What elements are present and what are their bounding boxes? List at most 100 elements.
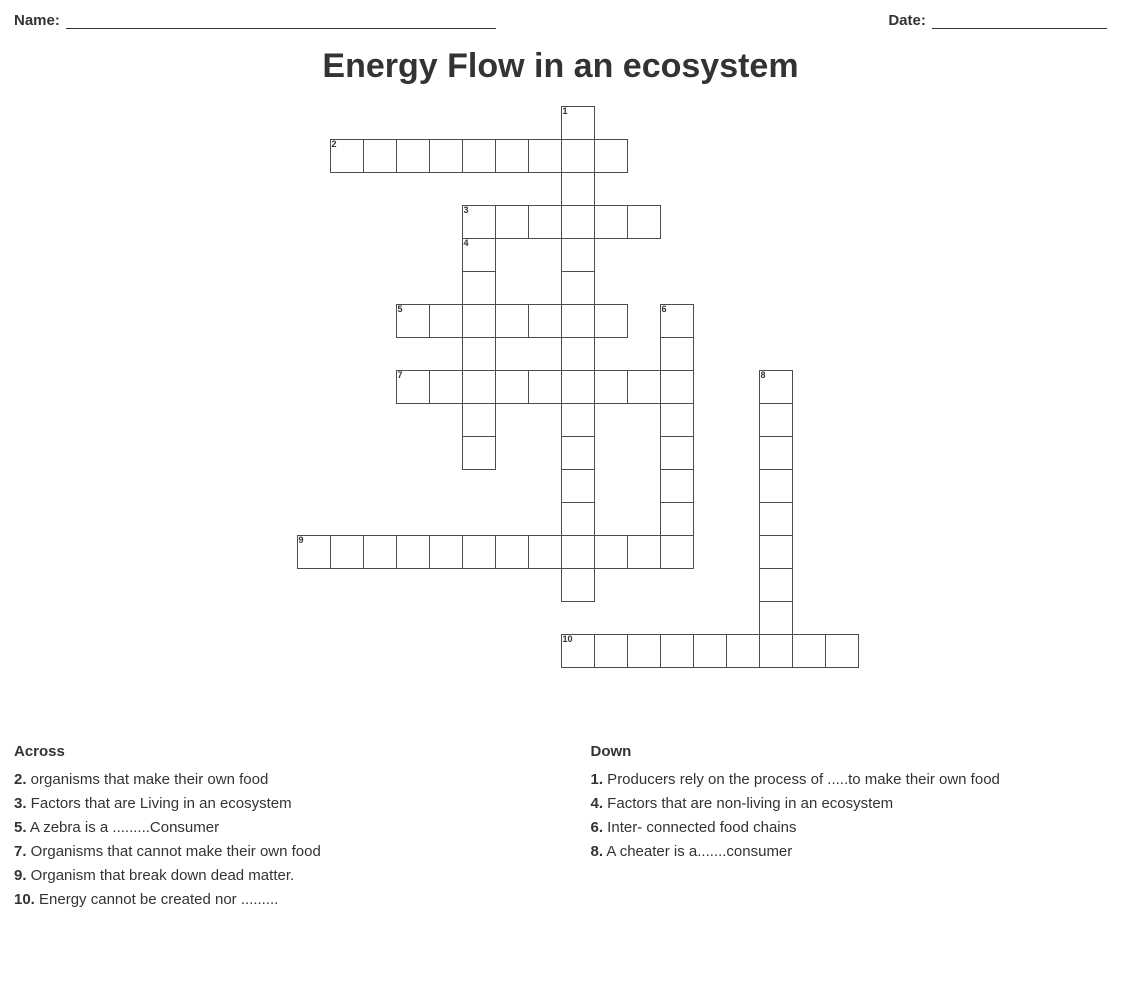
clue-text: Energy cannot be created nor .........: [35, 891, 278, 908]
crossword-cell[interactable]: [561, 337, 595, 371]
crossword-cell[interactable]: [660, 634, 694, 668]
crossword-cell[interactable]: [594, 304, 628, 338]
across-heading: Across: [14, 740, 531, 764]
crossword-cell[interactable]: [660, 436, 694, 470]
crossword-cell[interactable]: 4: [462, 238, 496, 272]
crossword-cell[interactable]: [495, 205, 529, 239]
crossword-cell[interactable]: [495, 304, 529, 338]
name-field: Name:: [14, 12, 496, 29]
worksheet-header: Name: Date:: [14, 12, 1107, 29]
crossword-cell[interactable]: [759, 502, 793, 536]
name-blank[interactable]: [66, 13, 496, 30]
crossword-cell[interactable]: 3: [462, 205, 496, 239]
crossword-cell[interactable]: [462, 304, 496, 338]
crossword-cell[interactable]: [726, 634, 760, 668]
crossword-cell[interactable]: [561, 205, 595, 239]
clue-number: 7.: [14, 843, 27, 860]
date-field: Date:: [888, 12, 1107, 29]
crossword-cell[interactable]: [561, 403, 595, 437]
crossword-cell[interactable]: [462, 139, 496, 173]
crossword-cell[interactable]: [561, 568, 595, 602]
crossword-cell[interactable]: [594, 634, 628, 668]
crossword-cell[interactable]: [561, 271, 595, 305]
crossword-cell[interactable]: [528, 304, 562, 338]
crossword-cell[interactable]: [561, 469, 595, 503]
crossword-cell[interactable]: [660, 403, 694, 437]
crossword-grid: 1 2 34 5 6 7 8 9 10: [231, 106, 891, 700]
crossword-cell[interactable]: [561, 172, 595, 206]
crossword-cell[interactable]: [594, 535, 628, 569]
crossword-cell[interactable]: [660, 502, 694, 536]
crossword-cell[interactable]: [693, 634, 727, 668]
crossword-cell[interactable]: [660, 535, 694, 569]
crossword-cell[interactable]: [660, 337, 694, 371]
crossword-cell[interactable]: [495, 139, 529, 173]
date-label: Date:: [888, 12, 926, 29]
crossword-cell[interactable]: [462, 337, 496, 371]
crossword-cell[interactable]: [495, 370, 529, 404]
crossword-cell[interactable]: [759, 634, 793, 668]
crossword-cell[interactable]: [528, 370, 562, 404]
clue-text: Factors that are Living in an ecosystem: [27, 795, 292, 812]
crossword-cell[interactable]: [759, 469, 793, 503]
crossword-cell[interactable]: [528, 205, 562, 239]
crossword-cell[interactable]: 7: [396, 370, 430, 404]
crossword-cell[interactable]: 5: [396, 304, 430, 338]
clue-number: 10.: [14, 891, 35, 908]
crossword-cell[interactable]: [528, 535, 562, 569]
crossword-cell[interactable]: [627, 634, 661, 668]
across-clue: 10. Energy cannot be created nor .......…: [14, 888, 531, 912]
crossword-cell[interactable]: [495, 535, 529, 569]
crossword-cell[interactable]: [363, 139, 397, 173]
crossword-cell[interactable]: [561, 238, 595, 272]
crossword-cell[interactable]: [759, 568, 793, 602]
crossword-cell[interactable]: [627, 205, 661, 239]
crossword-cell[interactable]: [330, 535, 364, 569]
crossword-cell[interactable]: [759, 403, 793, 437]
crossword-cell[interactable]: 8: [759, 370, 793, 404]
crossword-cell[interactable]: [825, 634, 859, 668]
crossword-cell[interactable]: [561, 436, 595, 470]
across-clue: 2. organisms that make their own food: [14, 768, 531, 792]
crossword-cell[interactable]: [627, 535, 661, 569]
crossword-cell[interactable]: [363, 535, 397, 569]
crossword-cell[interactable]: [561, 139, 595, 173]
crossword-cell[interactable]: 9: [297, 535, 331, 569]
cell-number: 5: [398, 305, 403, 314]
crossword-cell[interactable]: [627, 370, 661, 404]
crossword-cell[interactable]: 10: [561, 634, 595, 668]
crossword-cell[interactable]: [462, 403, 496, 437]
crossword-cell[interactable]: [462, 370, 496, 404]
crossword-cell[interactable]: [429, 535, 463, 569]
across-clues: Across 2. organisms that make their own …: [14, 740, 531, 912]
crossword-cell[interactable]: [792, 634, 826, 668]
crossword-cell[interactable]: [561, 370, 595, 404]
across-clue: 5. A zebra is a .........Consumer: [14, 816, 531, 840]
crossword-cell[interactable]: [528, 139, 562, 173]
crossword-cell[interactable]: [396, 139, 430, 173]
date-blank[interactable]: [932, 13, 1107, 30]
crossword-cell[interactable]: 2: [330, 139, 364, 173]
crossword-cell[interactable]: [759, 436, 793, 470]
crossword-cell[interactable]: [759, 601, 793, 635]
crossword-cell[interactable]: 1: [561, 106, 595, 140]
crossword-cell[interactable]: [462, 436, 496, 470]
crossword-cell[interactable]: [594, 205, 628, 239]
crossword-cell[interactable]: 6: [660, 304, 694, 338]
crossword-cell[interactable]: [396, 535, 430, 569]
crossword-cell[interactable]: [561, 502, 595, 536]
crossword-cell[interactable]: [462, 271, 496, 305]
crossword-cell[interactable]: [429, 139, 463, 173]
crossword-cell[interactable]: [429, 370, 463, 404]
crossword-cell[interactable]: [594, 370, 628, 404]
crossword-cell[interactable]: [594, 139, 628, 173]
crossword-cell[interactable]: [660, 370, 694, 404]
crossword-cell[interactable]: [660, 469, 694, 503]
crossword-cell[interactable]: [759, 535, 793, 569]
down-clue: 8. A cheater is a.......consumer: [591, 840, 1108, 864]
crossword-cell[interactable]: [462, 535, 496, 569]
crossword-cell[interactable]: [561, 535, 595, 569]
crossword-cell[interactable]: [429, 304, 463, 338]
crossword-cell[interactable]: [561, 304, 595, 338]
clue-number: 3.: [14, 795, 27, 812]
